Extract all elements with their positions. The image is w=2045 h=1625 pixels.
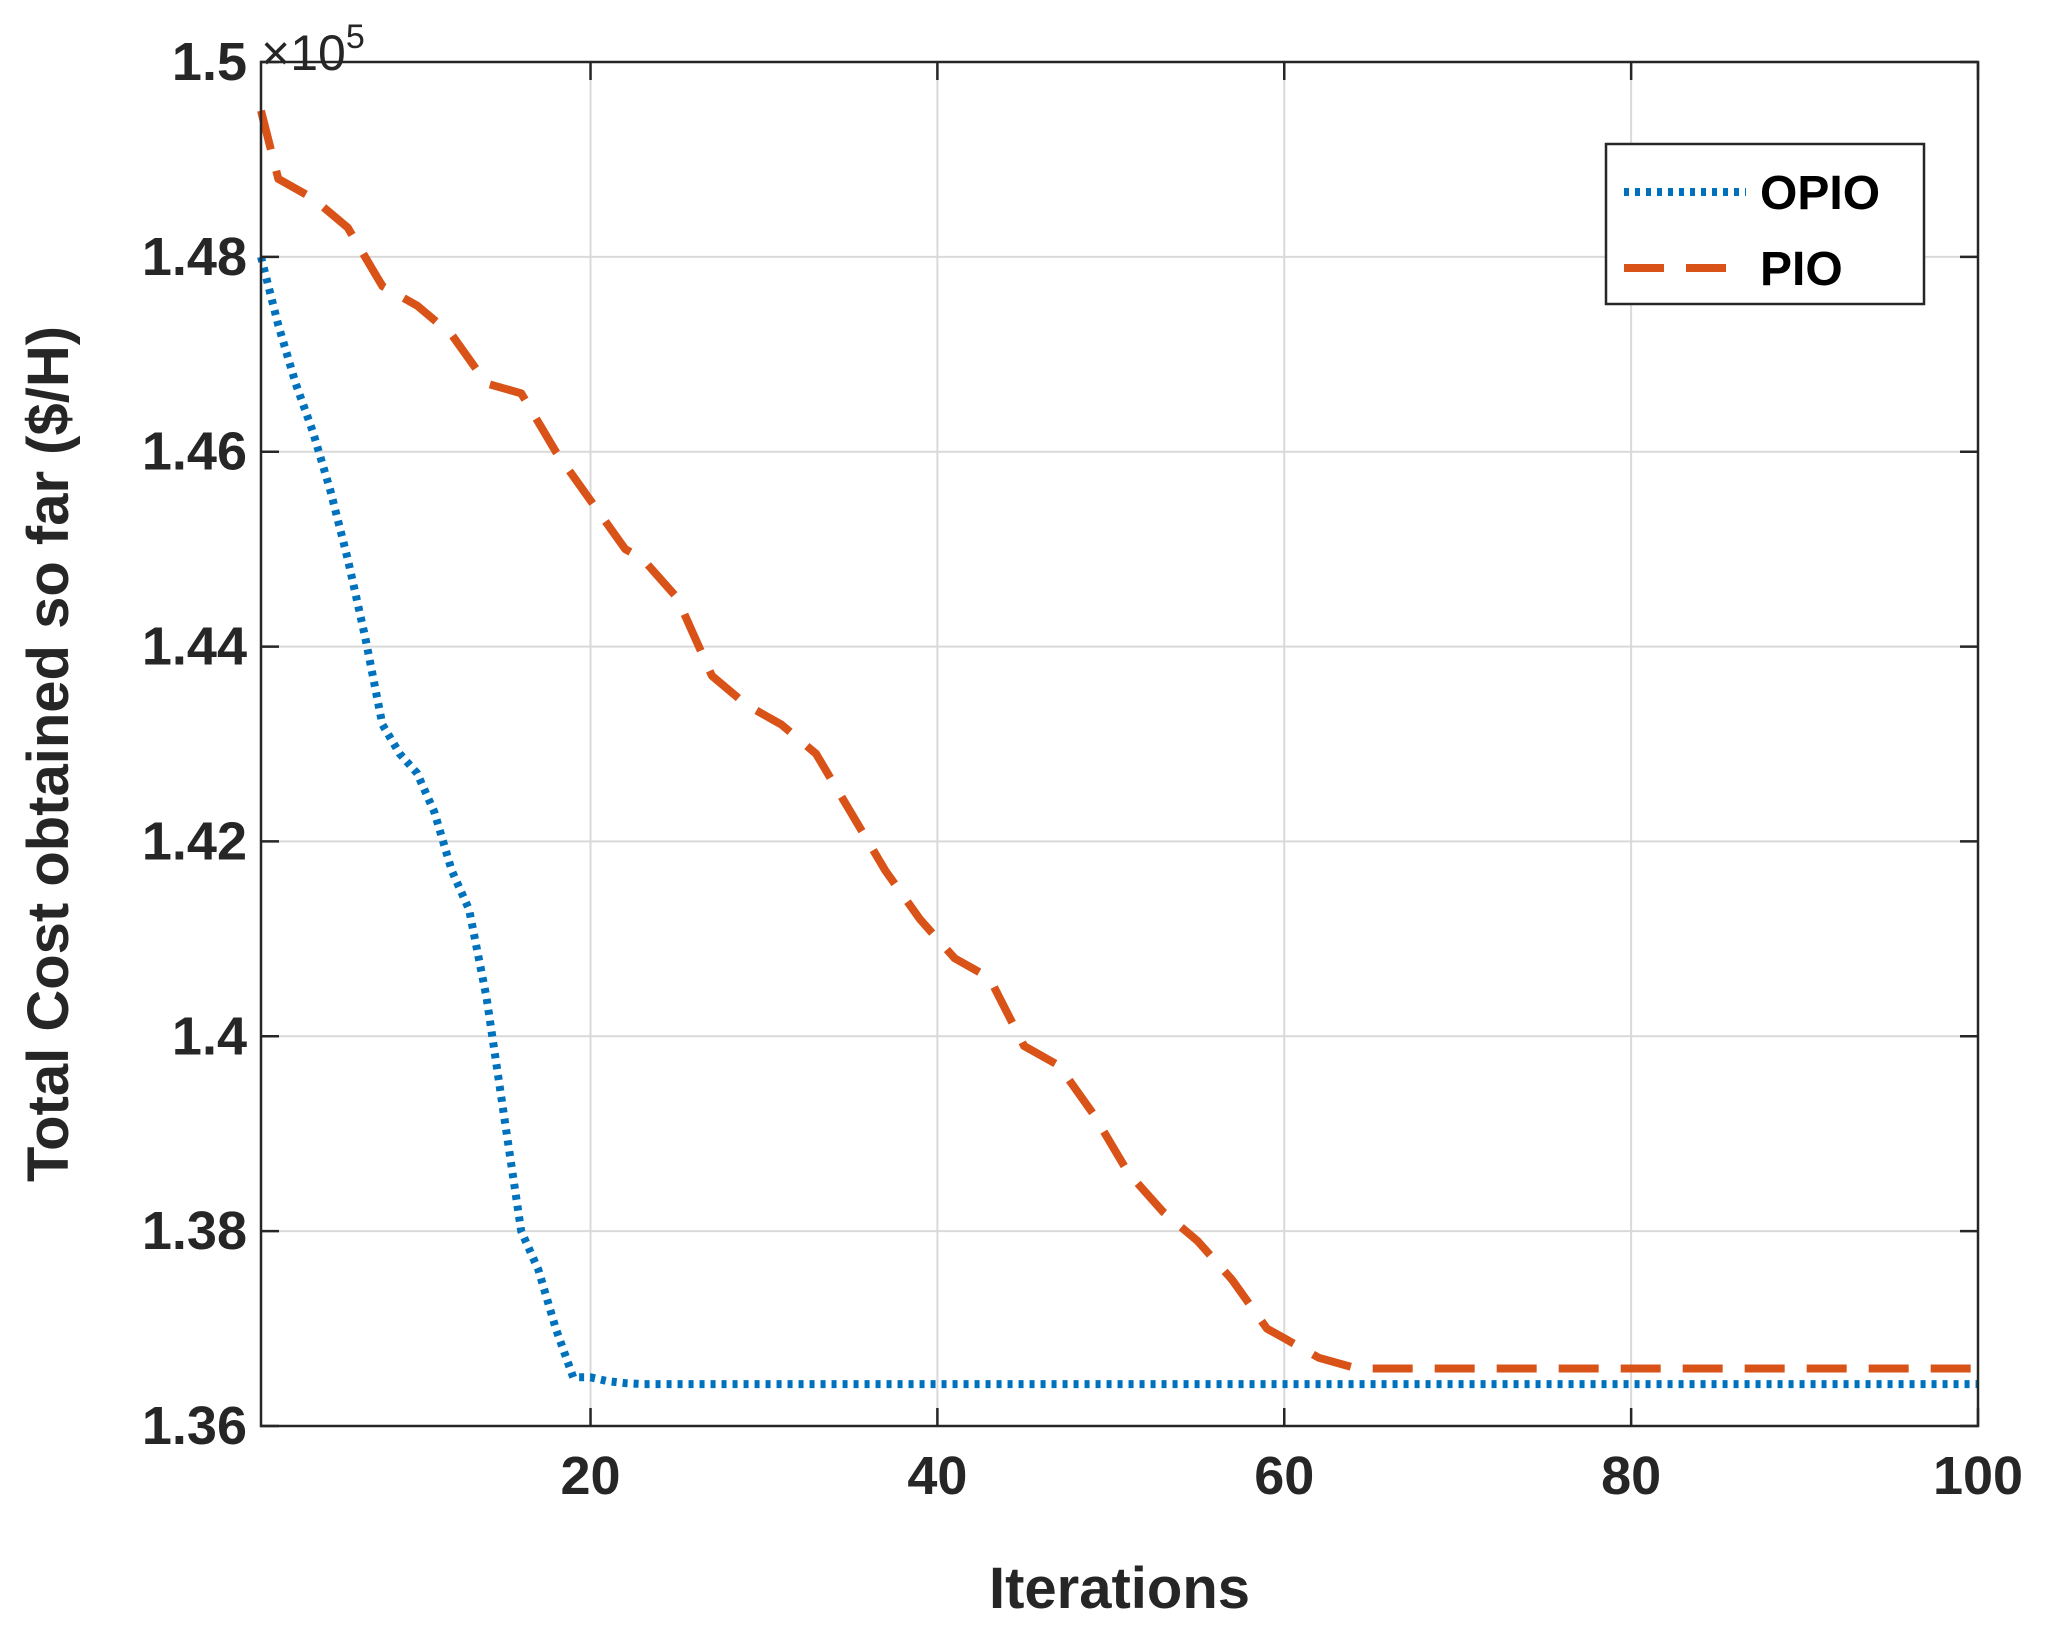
x-tick-label: 80 bbox=[1601, 1446, 1661, 1506]
labels: ×105 Iterations Total Cost obtained so f… bbox=[16, 18, 1250, 1621]
x-tick-label: 60 bbox=[1254, 1446, 1314, 1506]
legend-label-pio: PIO bbox=[1760, 243, 1843, 296]
legend-box bbox=[1604, 142, 1926, 306]
y-tick-label: 1.48 bbox=[142, 227, 247, 287]
x-tick-label: 100 bbox=[1933, 1446, 2023, 1506]
y-multiplier-exponent: 5 bbox=[346, 18, 365, 56]
series-line-pio bbox=[257, 109, 1978, 1373]
series-layer bbox=[257, 109, 1978, 1389]
y-tick-label: 1.36 bbox=[142, 1396, 247, 1456]
y-tick-label: 1.4 bbox=[172, 1006, 247, 1066]
legend-label-opio: OPIO bbox=[1760, 167, 1880, 220]
y-tick-label: 1.38 bbox=[142, 1201, 247, 1261]
plot-frame bbox=[259, 60, 1980, 1428]
x-tick-label: 20 bbox=[560, 1446, 620, 1506]
y-multiplier: ×105 bbox=[261, 18, 365, 81]
x-tick-label: 40 bbox=[907, 1446, 967, 1506]
y-tick-label: 1.44 bbox=[142, 617, 247, 677]
y-tick-label: 1.46 bbox=[142, 422, 247, 482]
ticks: 20 40 60 80 100 1.36 1.38 1.4 1.42 1.44 1.46 1.48 1.… bbox=[142, 32, 2023, 1506]
series-line-opio bbox=[257, 255, 1978, 1389]
y-axis-label: Total Cost obtained so far ($/H) bbox=[16, 326, 81, 1182]
x-axis-label: Iterations bbox=[989, 1556, 1250, 1621]
y-multiplier-base: ×10 bbox=[261, 25, 346, 81]
y-tick-label: 1.42 bbox=[142, 811, 247, 871]
y-tick-label: 1.5 bbox=[172, 32, 247, 92]
legend: OPIO PIO bbox=[1604, 142, 1926, 306]
